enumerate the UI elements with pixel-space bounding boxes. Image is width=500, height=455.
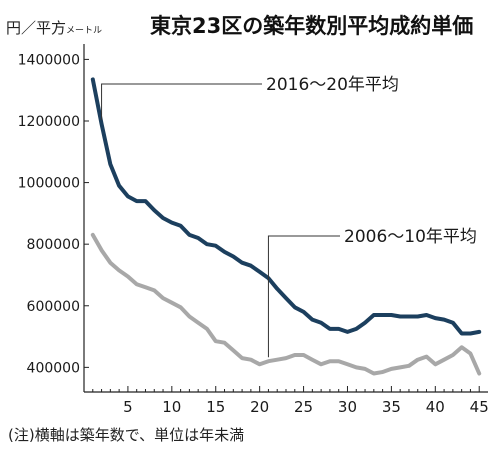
x-tick-label: 5 [123, 398, 133, 416]
y-tick-label: 1000000 [18, 176, 80, 192]
y-tick-label: 800000 [27, 237, 80, 253]
x-tick-label: 35 [382, 398, 401, 416]
footnote: (注)横軸は築年数で、単位は年未満 [8, 426, 245, 444]
y-tick-label: 1200000 [18, 114, 80, 130]
annotation-leader [101, 83, 262, 121]
series-line-0 [90, 77, 482, 336]
y-unit-main: 円／平方 [6, 19, 67, 37]
annotation-leader [267, 235, 340, 358]
axes: 400000 600000 800000 1000000 1200000 1400000 5… [18, 44, 489, 416]
y-tick-label: 1400000 [18, 52, 80, 68]
y-tick-label: 400000 [27, 360, 80, 376]
series-annotation-label: 2006〜10年平均 [344, 227, 477, 247]
y-tick-label: 600000 [27, 299, 80, 315]
x-tick-label: 15 [206, 398, 225, 416]
y-axis-unit: 円／平方メートル [6, 17, 102, 38]
y-unit-small: メートル [66, 26, 103, 36]
annotation-layer: 2016〜20年平均 2006〜10年平均 [101, 75, 477, 358]
x-tick-label: 40 [426, 398, 445, 416]
x-tick-label: 30 [338, 398, 357, 416]
series-layer [90, 77, 482, 376]
x-tick-label: 25 [294, 398, 313, 416]
x-tick-label: 45 [470, 398, 489, 416]
series-line-1 [90, 232, 482, 376]
chart-title: 東京23区の築年数別平均成約単価 [150, 14, 474, 38]
x-tick-label: 10 [162, 398, 181, 416]
series-annotation-label: 2016〜20年平均 [266, 75, 399, 95]
x-tick-label: 20 [250, 398, 269, 416]
